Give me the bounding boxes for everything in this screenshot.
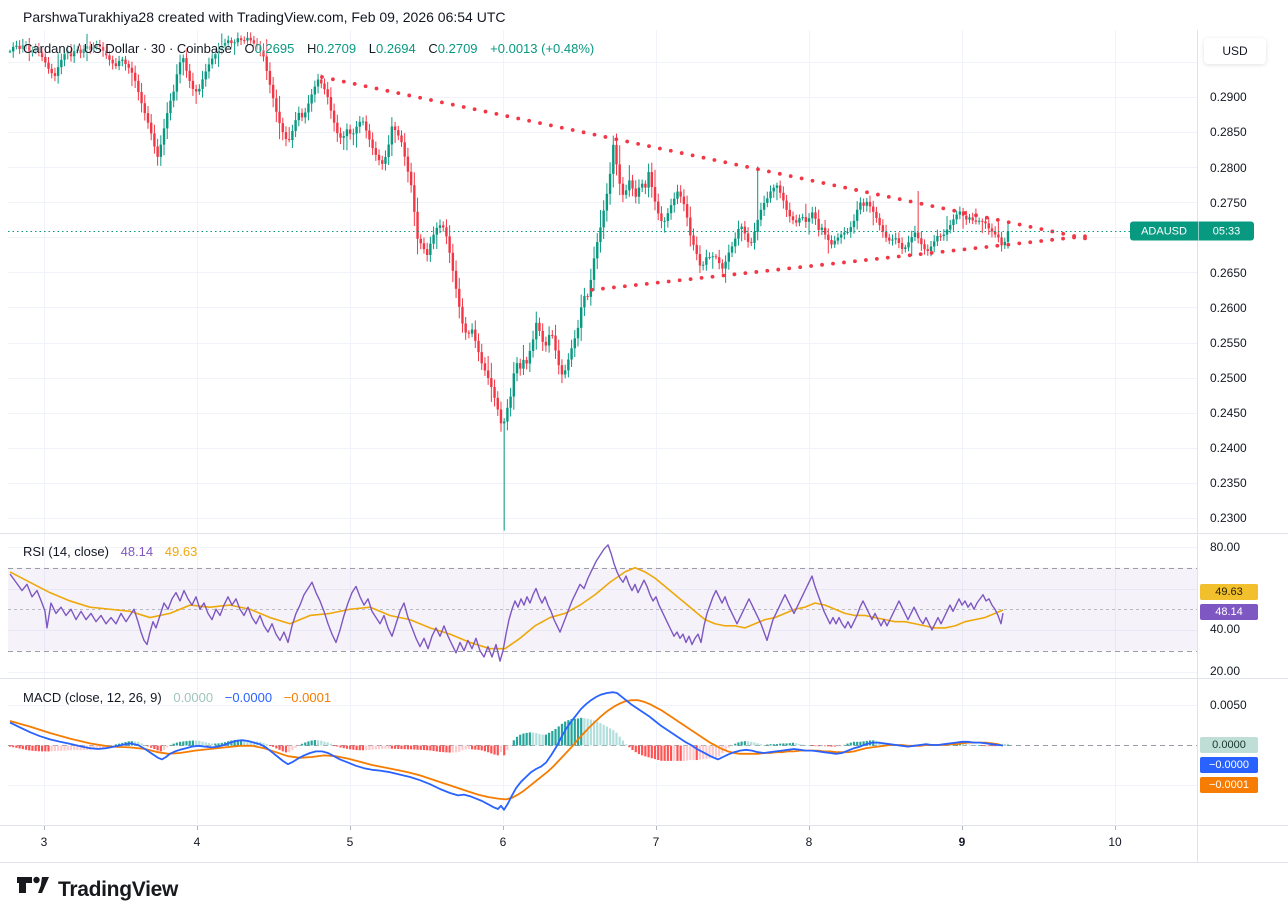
close-key: C [428,41,438,56]
indicator-value-badge: −0.0000 [1200,757,1258,773]
low-key: L [368,41,376,56]
price-scale-border [1197,30,1198,862]
price-tick-label: 0.2300 [1210,511,1247,525]
pane-separator-macd[interactable] [0,678,1288,679]
indicator-value-badge: 48.14 [1200,604,1258,620]
macd-legend[interactable]: MACD (close, 12, 26, 9) 0.0000 −0.0000 −… [23,690,331,705]
time-tick-label: 10 [1108,835,1122,849]
open-key: O [244,41,255,56]
rsi-legend[interactable]: RSI (14, close) 48.14 49.63 [23,544,197,559]
change-value: +0.0013 (+0.48%) [490,41,595,56]
bar-countdown: 05:33 [1212,225,1241,237]
rsi-title[interactable]: RSI (14, close) [23,544,109,559]
price-tick-label: 0.2900 [1210,90,1247,104]
pane-separator-rsi[interactable] [0,533,1288,534]
time-tick-label: 3 [40,835,48,849]
symbol-title[interactable]: Cardano / US Dollar · 30 · Coinbase [23,41,232,56]
close-value: 0.2709 [437,41,478,56]
price-tick-label: 0.2850 [1210,125,1247,139]
tradingview-logo-icon [16,874,50,905]
price-tick-label: 0.2500 [1210,371,1247,385]
indicator-value-badge: 0.0000 [1200,737,1258,753]
currency-label: USD [1222,44,1248,58]
high-value: 0.2709 [316,41,357,56]
indicator-value-badge: −0.0001 [1200,777,1258,793]
price-tick-label: 0.2800 [1210,161,1247,175]
time-tick-label: 5 [346,835,354,849]
price-tick-label: 0.2550 [1210,336,1247,350]
time-tick-label: 4 [193,835,201,849]
tradingview-logo[interactable]: TradingView [16,874,178,905]
last-price-symbol: ADAUSD [1130,221,1199,241]
last-price-flag: ADAUSD 05:33 [1130,221,1254,241]
time-tick-label: 7 [652,835,660,849]
price-tick-label: 0.2600 [1210,301,1247,315]
attribution-text: ParshwaTurakhiya28 created with TradingV… [23,9,506,25]
price-tick-label: 0.2400 [1210,441,1247,455]
low-value: 0.2694 [375,41,416,56]
time-tick-label: 8 [805,835,813,849]
time-tick-label: 9 [958,835,966,849]
high-key: H [306,41,317,56]
rsi-tick-label: 80.00 [1210,540,1241,554]
open-value: 0.2695 [254,41,295,56]
tradingview-logo-text: TradingView [58,877,179,901]
price-tick-label: 0.2350 [1210,476,1247,490]
rsi-ma-value: 49.63 [164,544,198,559]
rsi-tick-label: 20.00 [1210,664,1241,678]
time-axis-border [0,825,1288,826]
macd-hist-value: 0.0000 [173,690,214,705]
macd-line-value: −0.0000 [224,690,273,705]
price-tick-label: 0.2750 [1210,196,1247,210]
rsi-value: 48.14 [120,544,154,559]
currency-toggle[interactable]: USD [1204,38,1266,64]
symbol-legend[interactable]: Cardano / US Dollar · 30 · Coinbase O0.2… [23,41,594,56]
bottom-border [0,862,1288,863]
macd-tick-label: 0.0050 [1210,698,1247,712]
rsi-tick-label: 40.00 [1210,622,1241,636]
indicator-value-badge: 49.63 [1200,584,1258,600]
price-tick-label: 0.2450 [1210,406,1247,420]
price-tick-label: 0.2650 [1210,266,1247,280]
time-tick-label: 6 [499,835,507,849]
macd-signal-value: −0.0001 [283,690,332,705]
macd-title[interactable]: MACD (close, 12, 26, 9) [23,690,162,705]
